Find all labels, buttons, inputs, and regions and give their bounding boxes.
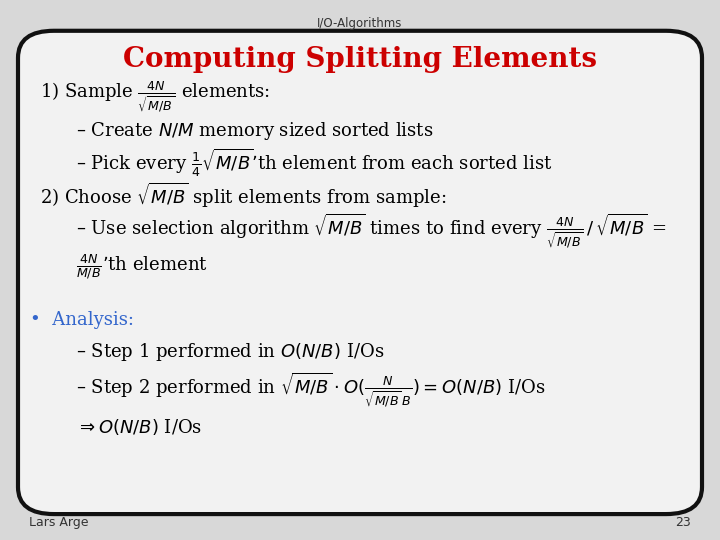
- Text: 23: 23: [675, 516, 691, 529]
- Text: 1) Sample $\frac{4N}{\sqrt{M/B}}$ elements:: 1) Sample $\frac{4N}{\sqrt{M/B}}$ elemen…: [40, 79, 270, 115]
- Text: 2) Choose $\sqrt{M/B}$ split elements from sample:: 2) Choose $\sqrt{M/B}$ split elements fr…: [40, 181, 446, 210]
- Text: $\Rightarrow O(N/B)$ I/Os: $\Rightarrow O(N/B)$ I/Os: [76, 416, 202, 437]
- Text: – Step 1 performed in $O(N/B)$ I/Os: – Step 1 performed in $O(N/B)$ I/Os: [76, 341, 384, 363]
- Text: – Create $N/M$ memory sized sorted lists: – Create $N/M$ memory sized sorted lists: [76, 120, 433, 141]
- Text: $\frac{4N}{M/B}$’th element: $\frac{4N}{M/B}$’th element: [76, 253, 207, 282]
- Text: – Use selection algorithm $\sqrt{M/B}$ times to find every $\frac{4N}{\sqrt{M/B}: – Use selection algorithm $\sqrt{M/B}$ t…: [76, 211, 666, 251]
- Text: I/O-Algorithms: I/O-Algorithms: [318, 17, 402, 30]
- Text: – Pick every $\frac{1}{4}\sqrt{M/B}$’th element from each sorted list: – Pick every $\frac{1}{4}\sqrt{M/B}$’th …: [76, 147, 552, 179]
- FancyBboxPatch shape: [18, 31, 702, 514]
- Text: Lars Arge: Lars Arge: [29, 516, 89, 529]
- Text: – Step 2 performed in $\sqrt{M/B}\cdot O(\frac{N}{\sqrt{M/B}\,B}) = O(N/B)$ I/Os: – Step 2 performed in $\sqrt{M/B}\cdot O…: [76, 370, 545, 410]
- Text: •  Analysis:: • Analysis:: [30, 310, 134, 329]
- Text: Computing Splitting Elements: Computing Splitting Elements: [123, 46, 597, 73]
